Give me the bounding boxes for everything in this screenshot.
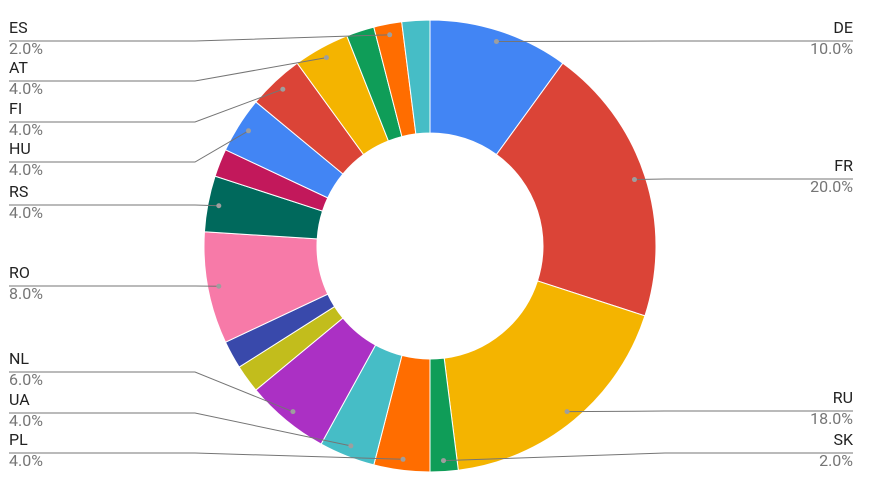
leader-dot: [400, 456, 406, 462]
leader-line: [9, 130, 249, 163]
leader-dot: [348, 443, 354, 449]
leader-line: [9, 34, 390, 42]
leader-dot: [216, 283, 222, 289]
slice-value-label: 10.0%: [810, 39, 853, 58]
slice-value-label: 18.0%: [810, 409, 853, 428]
leader-line: [9, 57, 327, 82]
slice-label: PL: [9, 430, 28, 449]
leader-dot: [290, 409, 296, 415]
leader-dot: [280, 86, 286, 92]
slice-value-label: 2.0%: [9, 39, 43, 58]
slice-value-label: 20.0%: [810, 177, 853, 196]
slice-label: RO: [9, 263, 30, 282]
slice-value-label: 4.0%: [9, 120, 43, 139]
slice-label: FR: [834, 156, 853, 175]
slice-label: RS: [9, 182, 28, 201]
slice: [443, 280, 646, 471]
slice-label: HU: [9, 139, 31, 158]
leader-dot: [493, 39, 499, 45]
leader-line: [9, 371, 294, 413]
slice-label: UA: [9, 390, 30, 409]
slice-value-label: 4.0%: [9, 79, 43, 98]
slice-label: RU: [833, 388, 853, 407]
slice-label: AT: [9, 58, 28, 77]
slice-label: DE: [833, 18, 853, 37]
slice-value-label: 4.0%: [9, 160, 43, 179]
slice-label: FI: [9, 99, 22, 118]
slice: [495, 62, 657, 317]
slice-value-label: 6.0%: [9, 370, 43, 389]
slice-value-label: 4.0%: [9, 411, 43, 430]
slice-label: SK: [833, 430, 854, 449]
leader-line: [9, 452, 404, 460]
slice: [401, 19, 431, 135]
slice-value-label: 4.0%: [9, 451, 43, 470]
leader-dot: [245, 128, 251, 134]
leader-dot: [216, 203, 222, 209]
leader-line: [634, 178, 853, 181]
leader-dot: [631, 177, 637, 183]
leader-line: [9, 204, 219, 207]
leader-line: [9, 412, 351, 447]
leader-dot: [323, 55, 329, 61]
leader-dot: [564, 409, 570, 415]
slice-label: NL: [9, 349, 29, 368]
slice-value-label: 2.0%: [819, 451, 853, 470]
leader-line: [496, 40, 853, 43]
leader-line: [567, 410, 853, 413]
slice-value-label: 4.0%: [9, 203, 43, 222]
leader-dot: [387, 32, 393, 38]
slice-value-label: 8.0%: [9, 284, 43, 303]
leader-dot: [440, 458, 446, 464]
leader-line: [9, 88, 283, 123]
slice-label: ES: [9, 18, 28, 37]
leader-line: [443, 452, 853, 462]
